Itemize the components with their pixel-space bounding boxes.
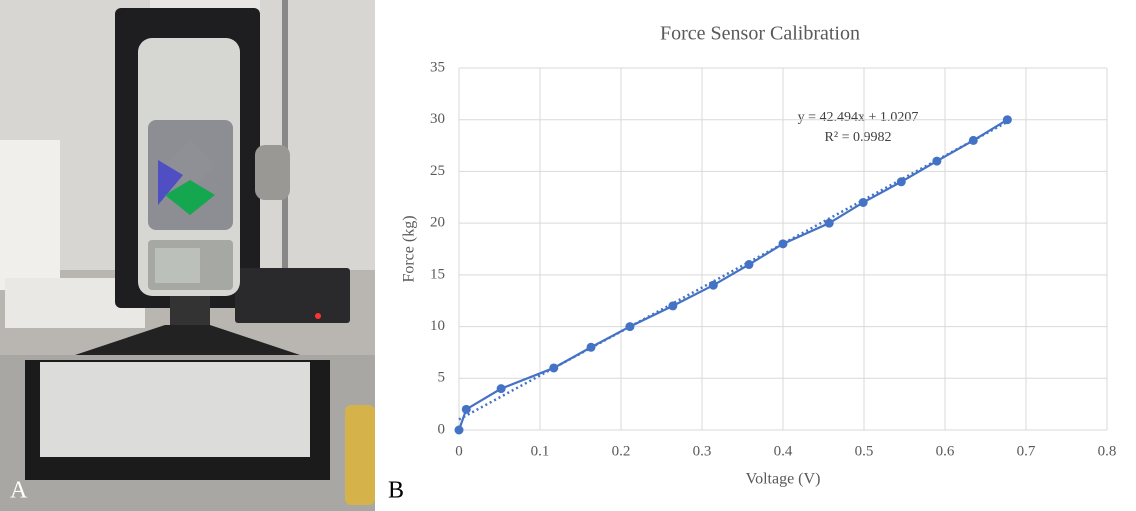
x-tick-label: 0.3: [693, 443, 712, 459]
photo: [0, 0, 375, 511]
x-tick-label: 0.4: [774, 443, 793, 459]
trendline: [458, 120, 1008, 421]
data-point: [744, 260, 754, 270]
data-point: [461, 404, 471, 414]
data-point: [824, 218, 834, 228]
y-tick-label: 5: [438, 370, 446, 386]
data-point: [968, 135, 978, 145]
data-point: [896, 177, 906, 187]
data-point: [778, 239, 788, 249]
x-tick-label: 0.1: [531, 443, 550, 459]
y-tick-label: 10: [430, 318, 445, 334]
y-tick-label: 25: [430, 163, 445, 179]
y-tick-label: 35: [430, 59, 445, 75]
chart-title: Force Sensor Calibration: [660, 23, 860, 45]
y-tick-label: 30: [430, 111, 445, 127]
data-point: [858, 197, 868, 207]
x-axis-label: Voltage (V): [746, 471, 821, 488]
x-tick-label: 0: [455, 443, 463, 459]
data-point: [1002, 115, 1012, 125]
data-point: [708, 280, 718, 290]
chart-panel: [380, 0, 1136, 511]
x-tick-label: 0.2: [612, 443, 631, 459]
x-tick-label: 0.6: [936, 443, 955, 459]
data-point: [549, 363, 559, 373]
trendline-r2: R² = 0.9982: [825, 130, 892, 145]
data-point: [586, 342, 596, 352]
trendline-equation: y = 42.494x + 1.0207: [798, 110, 919, 125]
data-line: [457, 118, 1008, 431]
y-tick-label: 0: [438, 421, 446, 437]
y-tick-label: 15: [430, 266, 445, 282]
y-tick-label: 20: [430, 215, 445, 231]
data-point: [668, 301, 678, 311]
data-point: [625, 322, 635, 332]
panel-label: A: [10, 478, 28, 504]
x-tick-label: 0.7: [1017, 443, 1036, 459]
y-axis-label: Force (kg): [401, 215, 418, 282]
data-point: [932, 156, 942, 166]
panel-label: B: [388, 478, 404, 504]
data-point: [454, 425, 464, 435]
x-tick-label: 0.8: [1098, 443, 1117, 459]
x-tick-label: 0.5: [855, 443, 874, 459]
data-point: [496, 384, 506, 394]
